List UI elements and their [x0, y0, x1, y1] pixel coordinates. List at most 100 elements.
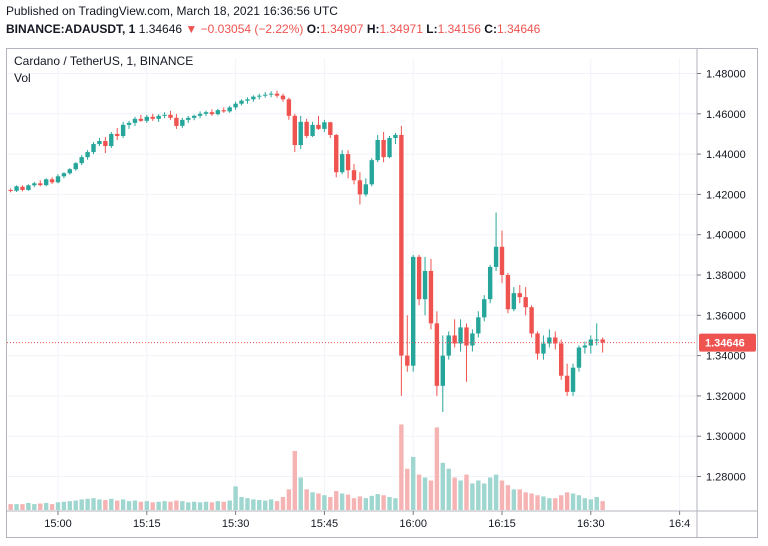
candle-body	[517, 293, 522, 298]
candle-body	[14, 186, 19, 191]
candle-body	[553, 337, 558, 344]
volume-bar	[20, 504, 25, 510]
volume-bar	[73, 500, 78, 510]
candle-body	[180, 119, 185, 126]
x-tick-label: 16:30	[577, 518, 605, 530]
high-value: 1.34971	[379, 22, 423, 36]
candle-body	[268, 93, 274, 95]
volume-bar	[328, 497, 333, 510]
volume-bar	[487, 477, 493, 510]
volume-bar	[345, 494, 351, 510]
volume-bar	[357, 496, 363, 510]
x-tick-label: 15:30	[222, 518, 250, 530]
candle-body	[393, 134, 398, 138]
last-price-badge	[699, 333, 756, 352]
volume-bar	[286, 489, 292, 510]
close-value: 1.34646	[496, 22, 541, 36]
candle-body	[38, 183, 43, 186]
volume-bar	[14, 504, 19, 510]
y-tick-label: 1.28000	[706, 472, 746, 484]
volume-bar	[49, 504, 55, 510]
last-price-badge-text: 1.34646	[705, 338, 745, 350]
volume-bar	[310, 492, 315, 510]
volume-bar	[91, 498, 96, 510]
candle-body	[79, 157, 84, 164]
volume-bar	[85, 498, 90, 510]
volume-bar	[251, 499, 256, 510]
candle-body	[499, 246, 505, 275]
published-caption: Published on TradingView.com, March 18, …	[6, 4, 338, 18]
volume-bar	[523, 492, 528, 510]
volume-bar	[535, 495, 540, 510]
candle-body	[8, 189, 13, 191]
candle-body	[452, 335, 457, 344]
volume-bar	[221, 501, 226, 510]
candle-body	[464, 327, 469, 346]
volume-bar	[126, 501, 132, 510]
volume-bar	[32, 504, 37, 510]
chart-frame[interactable]	[6, 48, 758, 538]
volume-bar	[227, 500, 232, 510]
volume-bar	[416, 474, 422, 510]
volume-bar	[322, 495, 327, 510]
candle-body	[582, 345, 588, 348]
y-tick-label: 1.44000	[706, 149, 746, 161]
open-value: 1.34907	[320, 22, 364, 36]
volume-bar	[334, 491, 339, 510]
candle-body	[55, 176, 61, 183]
volume-bar	[446, 468, 451, 510]
volume-bar	[564, 492, 570, 510]
candle-body	[328, 122, 333, 135]
x-tick-label: 16:4	[669, 518, 690, 530]
candle-body	[399, 134, 404, 356]
price-change: −0.03054 (−2.22%)	[200, 22, 304, 36]
volume-bar	[582, 498, 588, 510]
open-label: O:	[306, 22, 321, 36]
candle-body	[115, 133, 120, 136]
candle-body	[215, 110, 221, 115]
candle-body	[132, 118, 138, 123]
volume-bar	[411, 456, 416, 510]
candle-body	[73, 163, 78, 170]
volume-bar	[369, 495, 374, 510]
candle-body	[26, 185, 31, 190]
candle-body	[434, 323, 440, 386]
candle-body	[292, 115, 297, 146]
high-label: H:	[366, 22, 380, 36]
volume-bar	[245, 498, 250, 510]
volume-bar	[233, 486, 238, 510]
candle-body	[446, 335, 451, 356]
candle-body	[357, 180, 363, 195]
candle-body	[476, 317, 481, 334]
volume-bar	[268, 499, 274, 510]
candle-body	[363, 184, 369, 195]
candle-body	[20, 186, 25, 190]
volume-bar	[150, 502, 155, 510]
candle-body	[280, 95, 286, 100]
volume-bar	[120, 499, 126, 510]
candle-body	[91, 144, 96, 153]
candle-body	[239, 100, 244, 104]
last-price: 1.34646	[138, 22, 183, 36]
candle-body	[186, 117, 191, 120]
volume-bar	[186, 502, 191, 510]
volume-bar	[452, 477, 457, 510]
volume-label: Vol	[14, 71, 31, 85]
volume-bar	[517, 489, 522, 510]
volume-bar	[292, 451, 297, 510]
volume-bar	[180, 501, 185, 510]
volume-bar	[393, 498, 398, 510]
candle-body	[85, 152, 90, 158]
volume-bar	[298, 477, 303, 510]
candle-body	[274, 93, 280, 96]
candle-body	[138, 118, 144, 121]
volume-bar	[381, 495, 386, 510]
candle-body	[304, 121, 309, 136]
candle-body	[263, 94, 268, 96]
volume-bar	[215, 501, 221, 510]
candle-body	[523, 297, 528, 308]
candle-body	[109, 133, 114, 147]
candle-body	[339, 154, 345, 173]
candle-body	[351, 170, 357, 181]
